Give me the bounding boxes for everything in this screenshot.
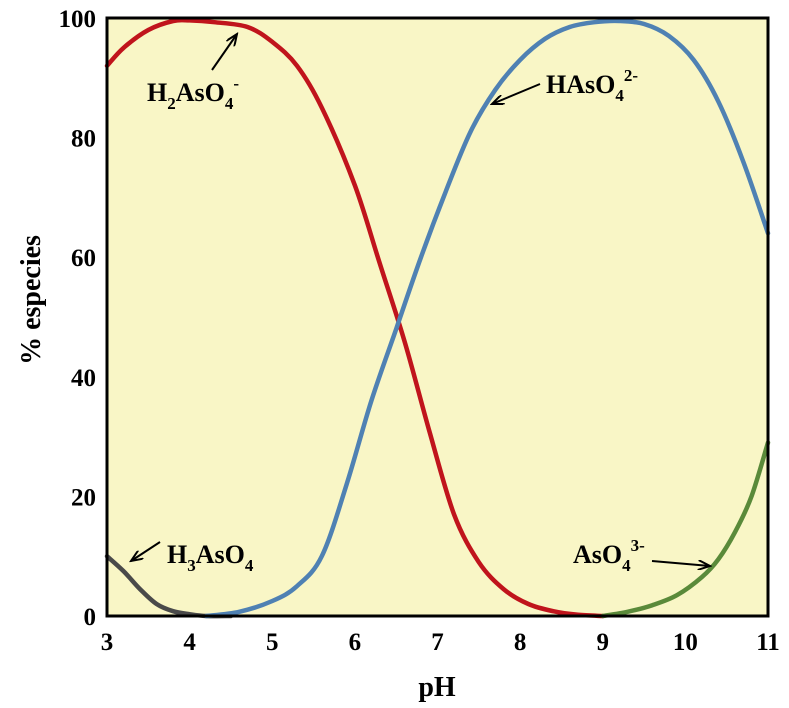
annotation-h3aso4: H3AsO4 xyxy=(131,540,254,575)
x-tick-label: 11 xyxy=(756,629,780,656)
arrow-aso4 xyxy=(651,561,710,566)
label-h3aso4-base: H xyxy=(167,540,187,569)
label-aso4-base: AsO xyxy=(573,540,622,569)
label-h2aso4-mid: AsO xyxy=(176,78,225,107)
y-tick-label: 0 xyxy=(84,604,97,631)
x-tick-label: 4 xyxy=(183,629,196,656)
annotation-aso4: AsO43- xyxy=(573,536,710,575)
y-tick-label: 60 xyxy=(71,245,96,272)
label-h3aso4-mid: AsO xyxy=(196,540,245,569)
x-axis-label: pH xyxy=(418,672,456,703)
x-tick-label: 10 xyxy=(673,629,698,656)
plot-frame xyxy=(105,16,770,618)
y-tick-label: 100 xyxy=(59,6,97,33)
y-axis-label: % especies xyxy=(16,235,47,365)
label-h3aso4-sub1: 3 xyxy=(187,556,196,575)
x-tick-label: 6 xyxy=(349,629,362,656)
label-aso4-sub2: 4 xyxy=(622,556,631,575)
x-tick-label: 5 xyxy=(266,629,279,656)
label-haso4-base: HAsO xyxy=(546,70,615,99)
x-tick-label: 7 xyxy=(431,629,444,656)
label-h2aso4-sub2: 4 xyxy=(225,94,234,113)
label-h3aso4-sub2: 4 xyxy=(245,556,254,575)
label-haso4-sup: 2- xyxy=(624,66,639,85)
y-tick-label: 80 xyxy=(71,126,96,153)
annotation-haso4: HAsO42- xyxy=(492,66,638,105)
x-tick-label: 9 xyxy=(597,629,610,656)
arrow-haso4 xyxy=(492,83,541,104)
label-aso4-sup: 3- xyxy=(631,536,646,555)
x-tick-label: 8 xyxy=(514,629,527,656)
y-tick-label: 40 xyxy=(71,365,96,392)
svg-text:AsO43-: AsO43- xyxy=(573,536,645,575)
label-h2aso4-base: H xyxy=(147,78,167,107)
svg-text:H2AsO4-: H2AsO4- xyxy=(147,74,239,113)
annotation-h2aso4: H2AsO4- xyxy=(147,34,239,113)
label-h2aso4-sup: - xyxy=(233,74,239,93)
plot-background xyxy=(107,18,768,616)
series-line-h2aso4 xyxy=(104,17,606,619)
label-h2aso4-sub1: 2 xyxy=(167,94,176,113)
y-tick-label: 20 xyxy=(71,484,96,511)
series-line-aso4 xyxy=(600,440,771,619)
svg-text:HAsO42-: HAsO42- xyxy=(546,66,638,105)
arrow-h3aso4 xyxy=(131,541,161,561)
svg-text:H3AsO4: H3AsO4 xyxy=(167,540,254,575)
label-haso4-sub2: 4 xyxy=(615,86,624,105)
arrow-h2aso4 xyxy=(211,34,237,71)
x-tick-label: 3 xyxy=(101,629,114,656)
